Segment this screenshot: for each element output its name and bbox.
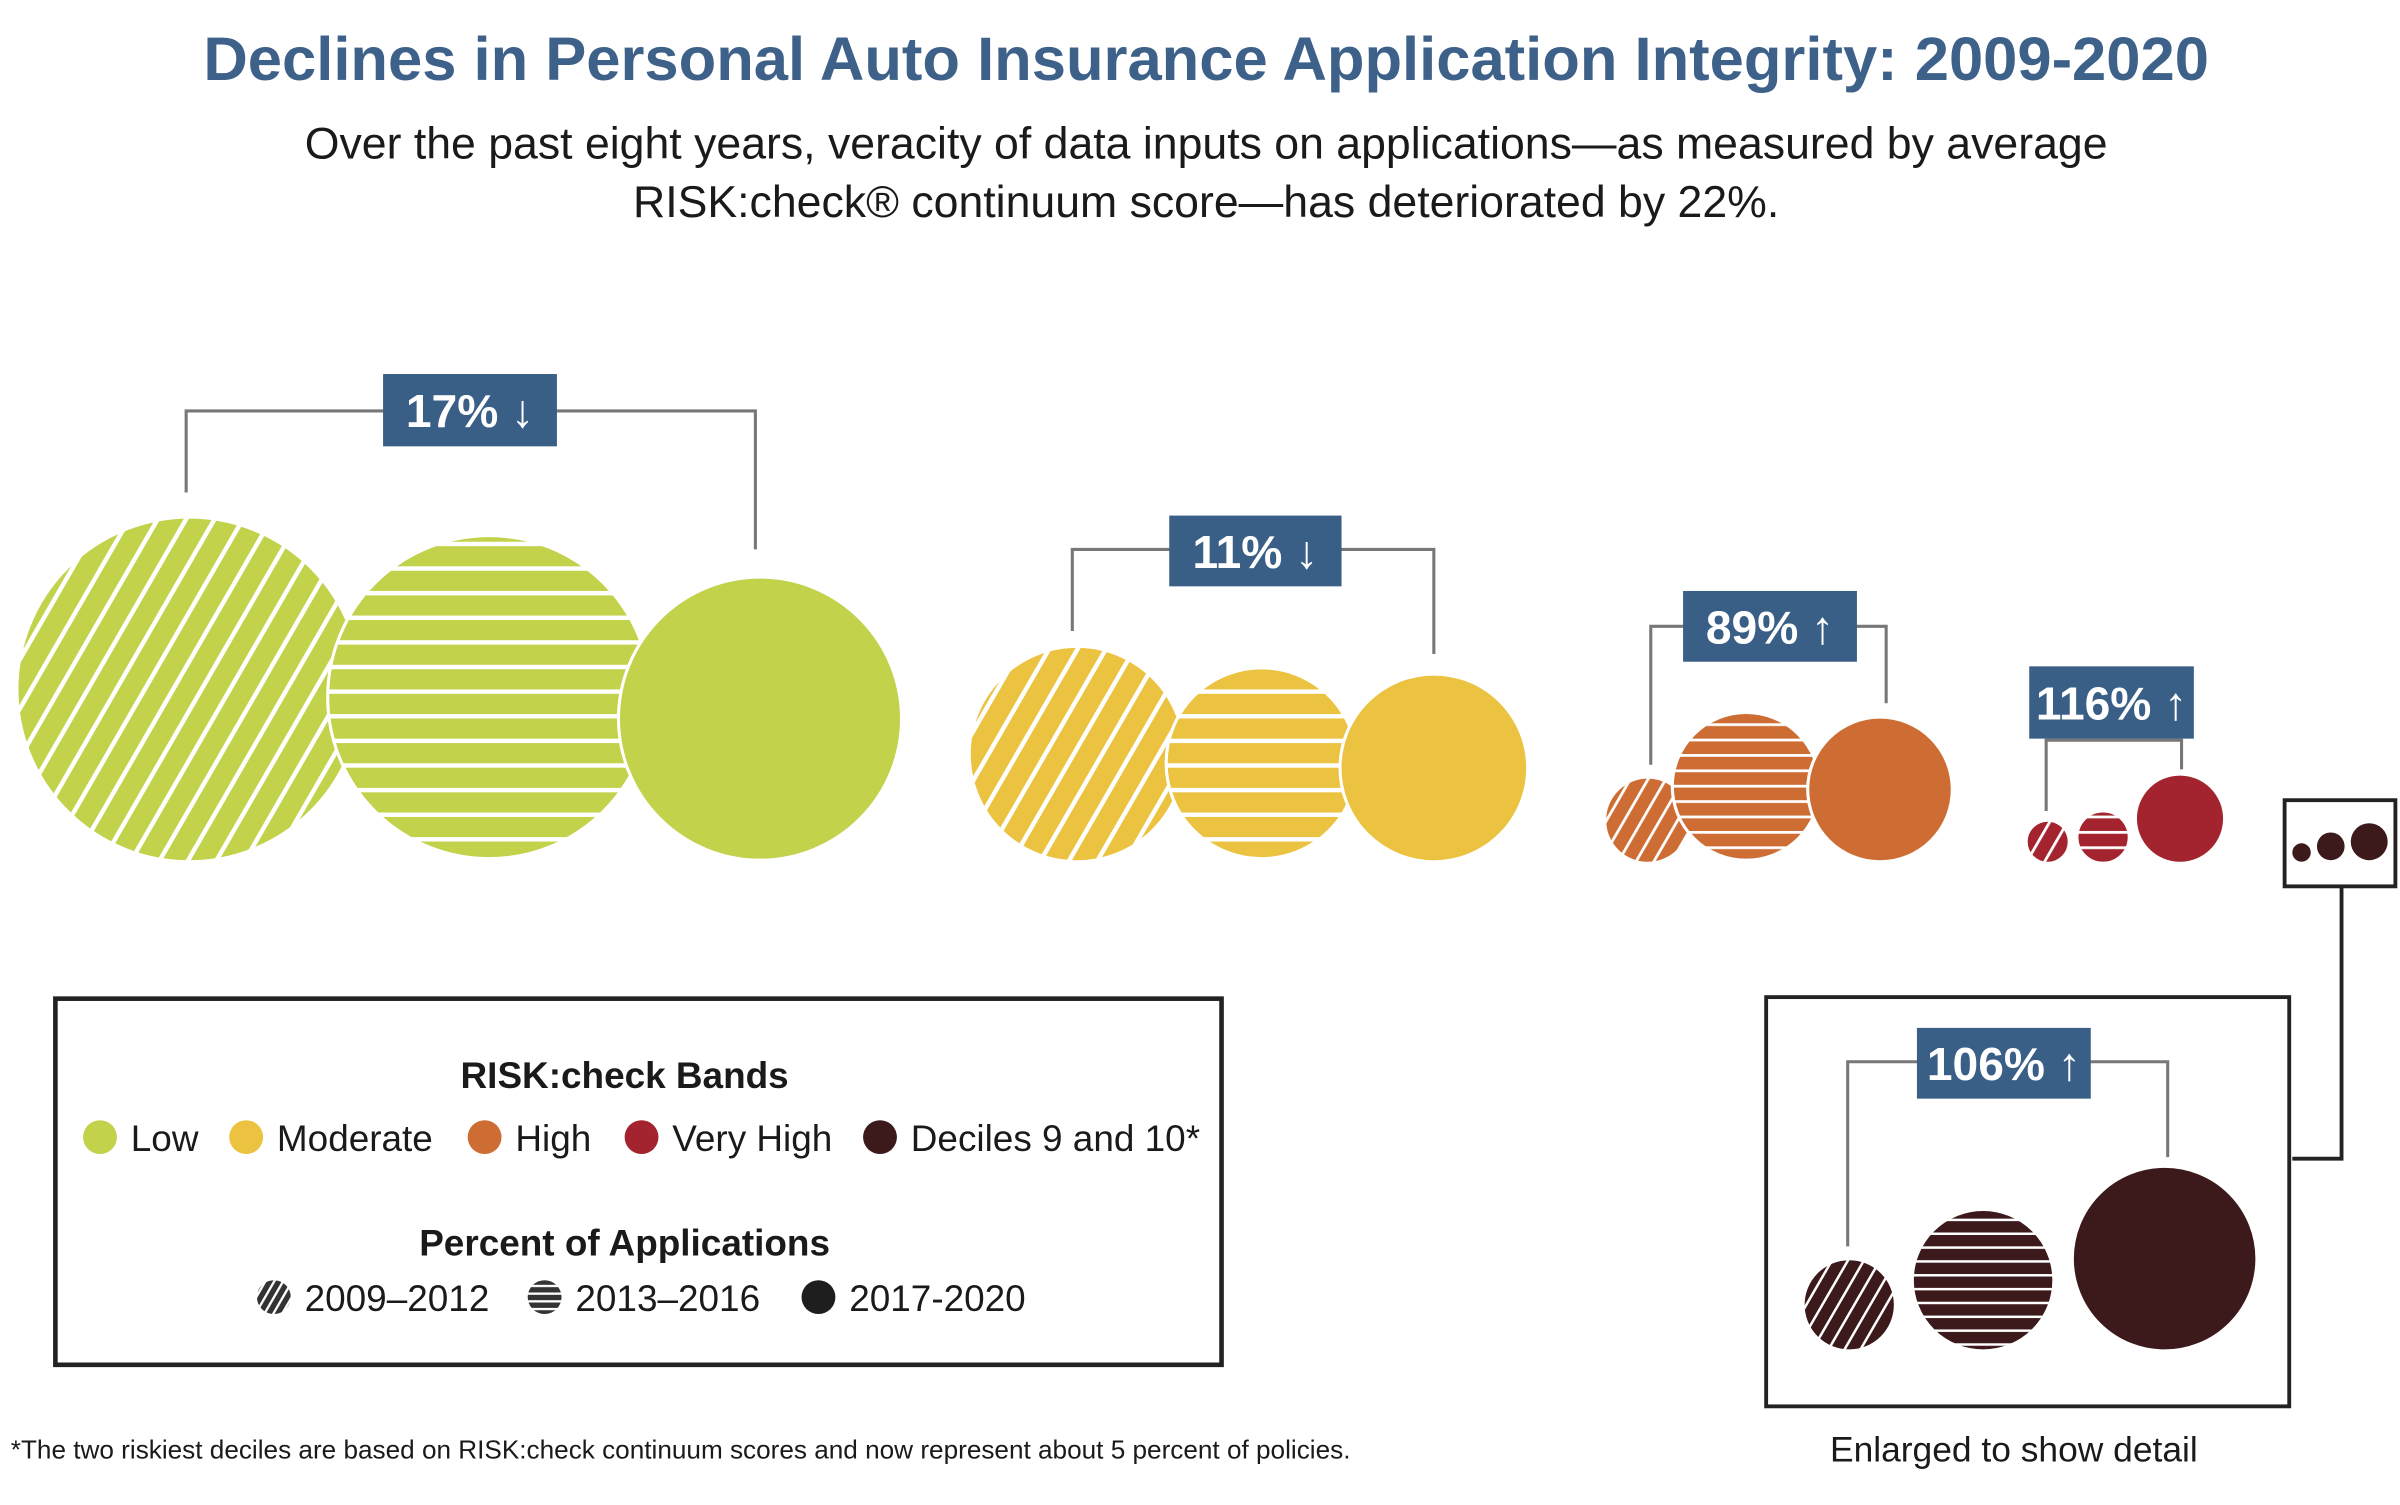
legend-swatch xyxy=(467,1120,502,1155)
legend-bands-title: RISK:check Bands xyxy=(461,1055,789,1096)
bubble-horizontal-stripes xyxy=(2075,809,2131,865)
legend-swatch xyxy=(229,1120,264,1155)
legend-periods-title: Percent of Applications xyxy=(419,1223,830,1264)
bubble-horizontal-stripes xyxy=(1164,666,1359,861)
change-label-box xyxy=(383,374,557,447)
bubble-diagonal-stripes xyxy=(1801,1257,1897,1353)
bubble-solid xyxy=(2133,772,2227,865)
bubble-horizontal-stripes xyxy=(1910,1207,2056,1353)
legend-label: 2013–2016 xyxy=(575,1278,760,1319)
legend-label: High xyxy=(515,1118,591,1159)
inset-connector xyxy=(2292,886,2344,1161)
band-group-high: 89% ↑ xyxy=(1603,590,1954,865)
legend-swatch xyxy=(624,1120,659,1155)
band-group-very-high: 116% ↑ xyxy=(2024,666,2227,865)
change-label: 89% ↑ xyxy=(1706,601,1834,653)
bubble-diagonal-stripes xyxy=(967,644,1187,864)
legend-item-period: 2013–2016 xyxy=(527,1278,760,1319)
legend-label: 2017-2020 xyxy=(849,1278,1025,1319)
change-label-box xyxy=(1683,590,1857,662)
bubble-horizontal-stripes xyxy=(326,534,653,861)
legend-box xyxy=(53,996,1224,1368)
legend-item-band: Low xyxy=(83,1118,199,1159)
legend-swatch xyxy=(801,1280,836,1315)
inset-dot xyxy=(2316,832,2345,861)
inset-dot xyxy=(2292,843,2311,862)
enlarged-caption: Enlarged to show detail xyxy=(1830,1431,2198,1470)
change-label: 17% ↓ xyxy=(406,385,534,437)
bubble-solid xyxy=(1338,672,1530,864)
legend-label: Very High xyxy=(672,1118,832,1159)
legend-item-band: Very High xyxy=(624,1118,832,1159)
legend-swatch xyxy=(256,1280,291,1315)
bracket-line xyxy=(2044,738,2184,811)
legend-item-band: High xyxy=(467,1118,591,1159)
bubble-diagonal-stripes xyxy=(15,515,364,864)
chart-subtitle-line-1: Over the past eight years, veracity of d… xyxy=(305,120,2108,169)
change-label: 11% ↓ xyxy=(1193,526,1319,578)
legend-item-period: 2017-2020 xyxy=(801,1278,1026,1319)
inset-dot xyxy=(2350,823,2388,861)
change-label-box xyxy=(1169,515,1342,587)
legend-swatch xyxy=(83,1120,117,1155)
change-label: 116% ↑ xyxy=(2036,677,2187,729)
legend-item-period: 2009–2012 xyxy=(256,1278,490,1319)
change-label-box xyxy=(1916,1027,2091,1099)
band-group-moderate: 11% ↓ xyxy=(967,515,1530,864)
band-group-deciles-9-and-10-: 106% ↑ xyxy=(1801,1027,2259,1353)
legend-item-band: Moderate xyxy=(229,1118,433,1159)
chart-title: Declines in Personal Auto Insurance Appl… xyxy=(203,25,2209,94)
legend-swatch xyxy=(863,1120,897,1155)
footnote: *The two riskiest deciles are based on R… xyxy=(11,1435,1351,1465)
legend-label: Moderate xyxy=(277,1118,433,1159)
legend-swatch xyxy=(527,1280,562,1315)
band-group-low: 17% ↓ xyxy=(15,374,904,864)
legend-label: Deciles 9 and 10* xyxy=(911,1118,1200,1159)
bubble-solid xyxy=(2070,1164,2259,1353)
legend-label: Low xyxy=(131,1118,199,1159)
inset-indicator xyxy=(1764,798,2398,1409)
enlarged-box xyxy=(1764,995,2292,1409)
bubble-solid xyxy=(1806,715,1954,864)
bubble-solid xyxy=(616,575,904,862)
change-label: 106% ↑ xyxy=(1927,1038,2081,1090)
chart-subtitle-line-2: RISK:check® continuum score—has deterior… xyxy=(633,178,1779,227)
bubble-horizontal-stripes xyxy=(1670,710,1822,862)
legend-label: 2009–2012 xyxy=(305,1278,490,1319)
bubble-diagonal-stripes xyxy=(2024,818,2071,865)
change-label-box xyxy=(2029,666,2194,739)
legend-item-band: Deciles 9 and 10* xyxy=(863,1118,1200,1159)
